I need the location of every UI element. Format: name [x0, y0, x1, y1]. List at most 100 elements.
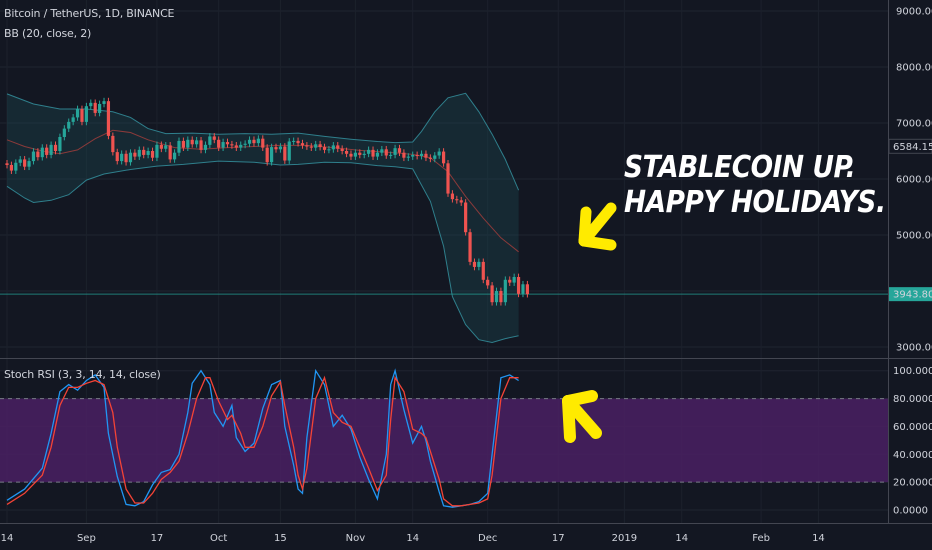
- candle-body: [252, 139, 256, 144]
- candle-body: [358, 152, 362, 155]
- candle-body: [128, 152, 133, 163]
- candle-body: [516, 277, 521, 294]
- bollinger-legend[interactable]: BB (20, close, 2): [4, 27, 92, 40]
- time-tick-label: Dec: [478, 533, 497, 544]
- candle-body: [120, 153, 124, 162]
- candle-body: [340, 148, 344, 151]
- candle-body: [393, 148, 397, 155]
- candle-body: [203, 144, 208, 150]
- candle-body: [375, 152, 380, 157]
- candle-body: [142, 149, 146, 155]
- candle-body: [243, 143, 247, 145]
- candle-body: [389, 154, 393, 156]
- time-tick-label: 17: [552, 533, 565, 544]
- candle-body: [292, 140, 296, 142]
- candle-body: [67, 121, 71, 129]
- candle-body: [314, 144, 318, 148]
- stoch-band-layer: [0, 398, 888, 483]
- stoch-tick-label: 0.0000: [893, 506, 928, 517]
- candle-body: [27, 161, 31, 167]
- time-tick-label: 14: [675, 533, 688, 544]
- stoch-rsi-legend[interactable]: Stoch RSI (3, 3, 14, 14, close): [4, 368, 161, 381]
- price-label-box: [889, 287, 932, 302]
- candle-body: [115, 152, 119, 162]
- candle-body: [53, 144, 58, 151]
- price-axis[interactable]: 9000.008000.007000.006000.005000.004000.…: [888, 7, 932, 517]
- candle-body: [221, 142, 225, 148]
- candle-body: [49, 144, 53, 155]
- stoch-d-line: [6, 375, 519, 507]
- price-tick-label: 9000.00: [896, 7, 932, 18]
- candle-body: [362, 153, 366, 155]
- candle-body: [455, 199, 459, 201]
- candle-body: [133, 152, 137, 157]
- price-label-box: [888, 138, 932, 154]
- candle-body: [208, 136, 212, 145]
- candle-body: [336, 145, 340, 149]
- candle-body: [411, 154, 415, 157]
- candle-body: [164, 145, 168, 149]
- price-tick-label: 3000.00: [896, 343, 932, 354]
- candle-body: [367, 149, 371, 154]
- candle-body: [384, 149, 388, 156]
- candle-body: [508, 279, 512, 283]
- candle-body: [428, 157, 432, 159]
- candle-body: [327, 149, 331, 151]
- candle-body: [230, 144, 234, 146]
- candle-body: [486, 279, 490, 286]
- candle-body: [58, 137, 62, 151]
- candle-body: [490, 285, 494, 303]
- stoch-k-line: [6, 368, 519, 508]
- candle-body: [265, 147, 269, 163]
- candle-body: [23, 159, 27, 167]
- holiday-annotation: STABLECOIN UP. HAPPY HOLIDAYS.: [624, 150, 886, 220]
- candle-body: [446, 163, 450, 194]
- price-label-text: 3943.80: [893, 290, 932, 301]
- time-tick-label: 14: [406, 533, 419, 544]
- candle-body: [503, 279, 507, 303]
- stoch-tick-label: 80.0000: [893, 394, 932, 405]
- candle-body: [441, 151, 446, 164]
- candle-body: [190, 139, 194, 145]
- time-tick-label: 14: [1, 533, 14, 544]
- candle-body: [415, 154, 419, 157]
- candle-body: [349, 153, 353, 157]
- candle-body: [278, 146, 283, 150]
- candle-body: [512, 277, 516, 283]
- candle-body: [309, 146, 313, 148]
- stoch-rsi-lines: [6, 368, 519, 508]
- candle-body: [494, 291, 499, 303]
- candle-body: [225, 142, 230, 145]
- candle-body: [397, 148, 402, 153]
- price-label-text: 6584.15: [893, 142, 932, 153]
- candle-body: [36, 151, 40, 158]
- candle-body: [256, 138, 260, 144]
- annotation-arrows: [562, 202, 617, 443]
- candle-body: [287, 141, 291, 161]
- candle-body: [195, 140, 199, 145]
- candle-body: [150, 151, 155, 158]
- candle-body: [318, 144, 322, 148]
- candle-body: [234, 145, 238, 148]
- time-tick-label: 2019: [612, 533, 637, 544]
- candle-body: [137, 149, 141, 157]
- candle-body: [168, 145, 172, 160]
- stoch-tick-label: 20.0000: [893, 478, 932, 489]
- bb-lower-line: [6, 160, 519, 344]
- candle-body: [177, 140, 181, 153]
- time-tick-label: Oct: [210, 533, 227, 544]
- candle-body: [62, 128, 66, 137]
- candle-body: [477, 261, 481, 267]
- yellow-arrow-down-left-icon: [578, 202, 617, 251]
- symbol-legend[interactable]: Bitcoin / TetherUS, 1D, BINANCE: [4, 7, 175, 20]
- stoch-tick-label: 100.0000: [893, 366, 932, 377]
- candle-body: [481, 261, 485, 280]
- time-axis[interactable]: 14 Sep 17 Oct 15 Nov 14 Dec 17 2019 14 Feb 14: [1, 533, 825, 544]
- candle-body: [80, 109, 84, 122]
- stoch-tick-label: 40.0000: [893, 450, 932, 461]
- candle-body: [217, 139, 221, 148]
- bb-upper-line: [6, 92, 520, 191]
- candle-body: [159, 144, 163, 149]
- stoch-tick-label: 60.0000: [893, 422, 932, 433]
